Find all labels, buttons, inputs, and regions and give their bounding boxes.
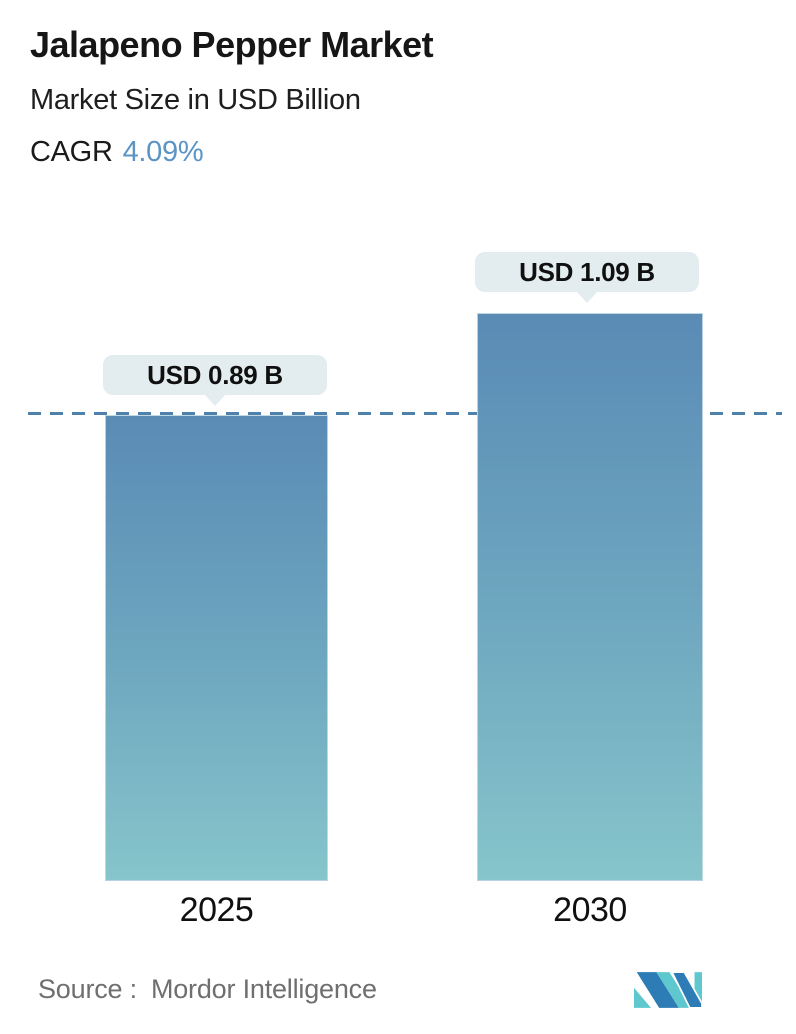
bar-2025 xyxy=(105,415,328,881)
value-tooltip-2025: USD 0.89 B xyxy=(103,355,327,395)
cagr-line: CAGR 4.09% xyxy=(30,136,204,169)
reference-dashed-line xyxy=(28,412,782,415)
source-line: Source : Mordor Intelligence xyxy=(38,974,377,1005)
value-label-2025: USD 0.89 B xyxy=(147,359,283,390)
cagr-label: CAGR xyxy=(30,136,113,168)
mordor-intelligence-logo-icon xyxy=(634,972,702,1008)
value-tooltip-2030: USD 1.09 B xyxy=(475,252,699,292)
cagr-value: 4.09% xyxy=(122,136,204,168)
bar-2030 xyxy=(477,313,703,881)
value-label-2030: USD 1.09 B xyxy=(519,256,655,287)
source-value: Mordor Intelligence xyxy=(150,974,377,1004)
page-title: Jalapeno Pepper Market xyxy=(30,24,434,65)
chart-subtitle: Market Size in USD Billion xyxy=(30,84,361,116)
x-axis-label-2030: 2030 xyxy=(553,891,627,929)
source-label: Source : xyxy=(38,974,137,1004)
x-axis-label-2025: 2025 xyxy=(179,891,254,929)
